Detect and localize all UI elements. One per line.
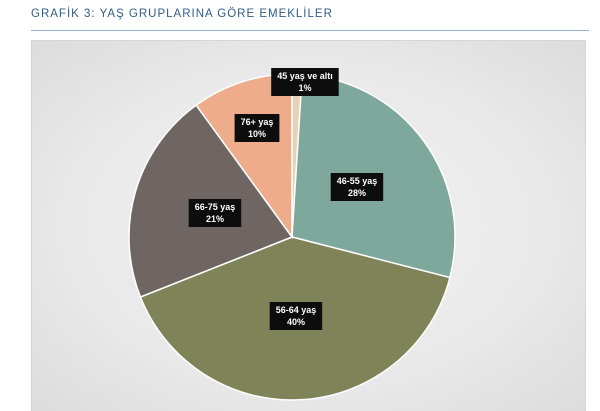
data-label-box [330,173,384,201]
data-label-box [271,68,339,96]
data-label-76-ya: 76+ yaş 10% [234,114,280,142]
data-label-value: 1% [298,83,311,93]
data-label-value: 28% [348,188,366,198]
data-label-46-55-ya: 46-55 yaş 28% [330,173,384,201]
data-label-value: 10% [248,129,266,139]
data-label-66-75-ya: 66-75 yaş 21% [188,199,242,227]
data-label-box [188,199,242,227]
data-label-category: 46-55 yaş [337,176,378,186]
caption-rule [31,30,589,31]
data-label-category: 66-75 yaş [195,202,236,212]
data-label-value: 40% [287,317,305,327]
data-label-56-64-ya: 56-64 yaş 40% [269,302,323,330]
chart-caption: GRAFİK 3: YAŞ GRUPLARINA GÖRE EMEKLİLER [31,8,333,20]
data-label-value: 21% [206,214,224,224]
data-label-category: 76+ yaş [241,117,274,127]
data-label-45-ya-ve-alt: 45 yaş ve altı 1% [271,68,339,96]
data-label-box [269,302,323,330]
data-label-category: 56-64 yaş [276,305,317,315]
data-label-box [234,114,280,142]
data-label-category: 45 yaş ve altı [277,71,333,81]
